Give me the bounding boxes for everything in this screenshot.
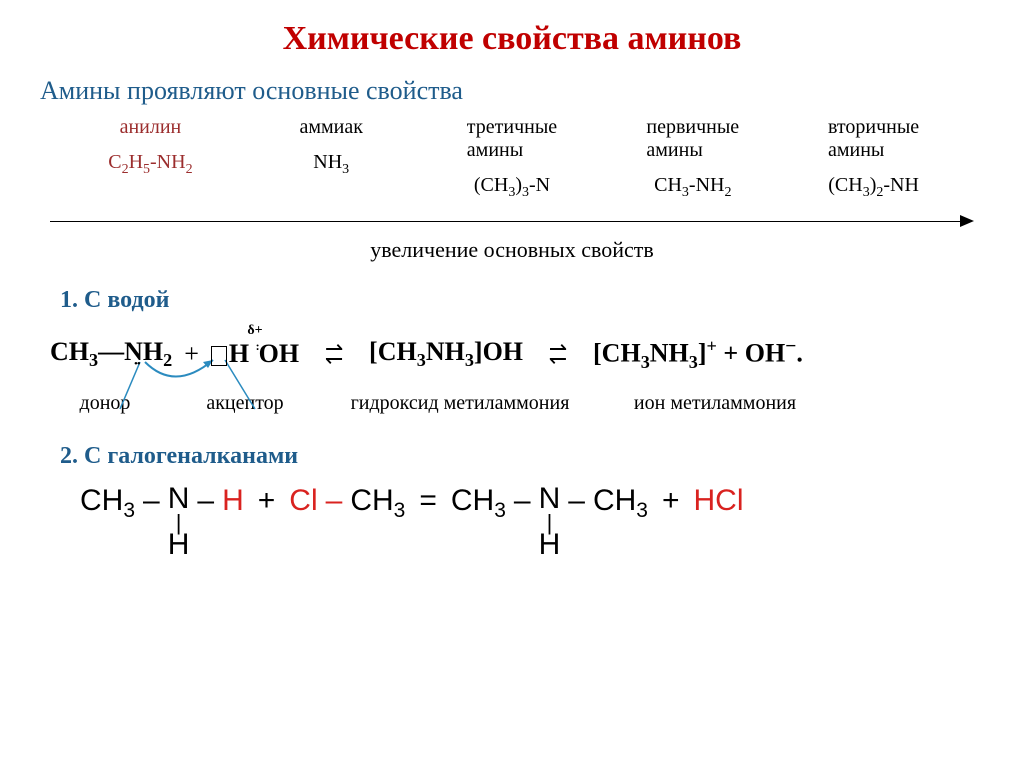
r2-ch3-1: CH3 xyxy=(80,484,135,523)
donor-label: донор xyxy=(50,392,160,415)
r2-bond-4: – xyxy=(514,484,531,518)
series-label-4: вторичныеамины xyxy=(828,116,919,162)
r2-h-below-2: H xyxy=(539,530,561,560)
series-col-0: анилин C2H5-NH2 xyxy=(60,116,241,201)
mechanism-arrows-svg xyxy=(45,314,365,434)
series-col-2: третичныеамины (CH3)3-N xyxy=(422,116,603,201)
r2-bond-1: – xyxy=(143,484,160,518)
section-2-heading: 2. С галогеналканами xyxy=(60,443,984,470)
reaction1-labels: донор акцептор гидроксид метиламмония ио… xyxy=(50,392,984,415)
r2-eq: = xyxy=(419,484,437,518)
series-formula-0: C2H5-NH2 xyxy=(108,151,192,178)
r2-nh-1: N | H xyxy=(168,484,190,560)
section-1-heading: 1. С водой xyxy=(60,287,984,314)
series-formula-2: (CH3)3-N xyxy=(474,174,550,201)
series-col-4: вторичныеамины (CH3)2-NH xyxy=(783,116,964,201)
series-col-3: первичныеамины CH3-NH2 xyxy=(602,116,783,201)
r2-nh-2: N | H xyxy=(539,484,561,560)
delta-plus: δ+ xyxy=(247,323,262,339)
series-formula-1: NH3 xyxy=(313,151,349,178)
reagent-ch3nh2: CH3—NH2 xyxy=(50,337,172,371)
r2-ch3-2: CH3 xyxy=(350,484,405,523)
series-label-2: третичныеамины xyxy=(467,116,557,162)
page-title: Химические свойства аминов xyxy=(40,20,984,58)
lone-pair-dots: •• xyxy=(134,358,140,370)
r2-bond-3: – xyxy=(326,484,343,518)
equilibrium-arrow-1: ⇀↽ xyxy=(307,344,361,364)
series-formula-3: CH3-NH2 xyxy=(654,174,731,201)
r2-h-below-1: H xyxy=(168,530,190,560)
series-col-1: аммиак NH3 xyxy=(241,116,422,201)
series-label-3: первичныеамины xyxy=(646,116,739,162)
r2-h-red-1: H xyxy=(222,484,244,518)
subtitle: Амины проявляют основные свойства xyxy=(40,76,984,106)
plus-1: + xyxy=(184,339,199,369)
acceptor-label: акцептор xyxy=(160,392,330,415)
series-label-1: аммиак xyxy=(299,116,363,139)
r2-ch3-3: CH3 xyxy=(451,484,506,523)
product2-label: ион метиламмония xyxy=(590,392,840,415)
arrow-line xyxy=(50,221,962,222)
equilibrium-arrow-2: ⇀↽ xyxy=(531,344,585,364)
r2-ch3-4: CH3 xyxy=(593,484,648,523)
basicity-series: анилин C2H5-NH2 аммиак NH3 третичныеамины (CH… xyxy=(40,116,984,201)
series-label-0: анилин xyxy=(120,116,182,139)
series-formula-4: (CH3)2-NH xyxy=(828,174,919,201)
subtitle-text: Амины проявляют основные свойства xyxy=(40,76,463,105)
r2-plus-1: + xyxy=(258,484,276,518)
reagent-water: H δ+ :OH xyxy=(211,339,299,369)
arrow-caption: увеличение основных свойств xyxy=(40,237,984,263)
r2-plus-2: + xyxy=(662,484,680,518)
reaction-water: CH3—NH2 •• + H δ+ :OH ⇀↽ [CH3NH3]OH ⇀↽ [… xyxy=(50,324,984,384)
reaction-haloalkane: CH3 – N | H – H + Cl – CH3 = CH3 – N | H… xyxy=(80,484,984,560)
r2-cl: Cl xyxy=(289,484,317,518)
title-text: Химические свойства аминов xyxy=(283,20,742,57)
r2-hcl: HCl xyxy=(694,484,744,518)
product-hydroxide: [CH3NH3]OH xyxy=(369,337,523,371)
arrow-head-icon xyxy=(960,215,974,227)
product-ion: [CH3NH3]+ + OH−. xyxy=(593,336,803,373)
r2-bond-2: – xyxy=(197,484,214,518)
product1-label: гидроксид метиламмония xyxy=(330,392,590,415)
r2-bond-5: – xyxy=(568,484,585,518)
basicity-arrow xyxy=(50,215,974,229)
